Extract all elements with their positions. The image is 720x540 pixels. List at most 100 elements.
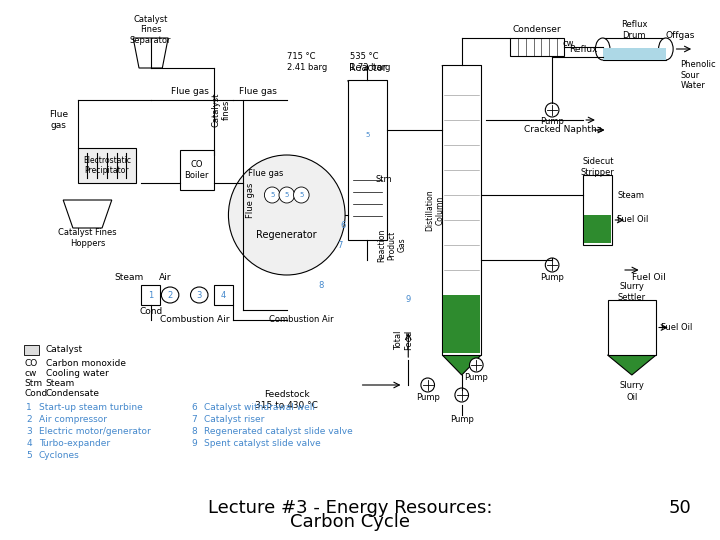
Text: cw: cw xyxy=(563,38,575,48)
Text: Spent catalyst slide valve: Spent catalyst slide valve xyxy=(204,438,321,448)
Text: Reaction
Product
Gas: Reaction Product Gas xyxy=(377,228,407,262)
Text: 3: 3 xyxy=(27,427,32,435)
Text: Catalyst
fines: Catalyst fines xyxy=(212,93,231,127)
Text: 1: 1 xyxy=(148,291,153,300)
Text: Cooling water: Cooling water xyxy=(45,368,109,377)
Text: Catalyst riser: Catalyst riser xyxy=(204,415,264,423)
Text: Air: Air xyxy=(159,273,171,282)
Text: 5: 5 xyxy=(270,192,274,198)
Text: cw: cw xyxy=(24,368,37,377)
Bar xyxy=(442,65,481,355)
Text: Catalyst: Catalyst xyxy=(45,346,83,354)
Circle shape xyxy=(228,155,345,275)
Bar xyxy=(603,48,666,60)
Text: 535 °C
1.72 barg: 535 °C 1.72 barg xyxy=(350,52,390,72)
Text: 7: 7 xyxy=(192,415,197,423)
Circle shape xyxy=(455,388,469,402)
Text: Feedstock
315 to 430 °C: Feedstock 315 to 430 °C xyxy=(256,390,318,410)
Text: Condensate: Condensate xyxy=(45,388,99,397)
Text: Pump: Pump xyxy=(540,273,564,281)
Text: Air compressor: Air compressor xyxy=(39,415,107,423)
Text: 715 °C
2.41 barg: 715 °C 2.41 barg xyxy=(287,52,327,72)
Bar xyxy=(608,300,656,355)
Text: 8: 8 xyxy=(192,427,197,435)
Bar xyxy=(180,150,214,190)
Text: Pump: Pump xyxy=(450,415,474,424)
Bar xyxy=(583,175,613,245)
Text: 9: 9 xyxy=(405,295,411,305)
Text: Slurry
Settler: Slurry Settler xyxy=(618,282,646,302)
Text: Start-up steam turbine: Start-up steam turbine xyxy=(39,402,143,411)
Circle shape xyxy=(421,378,434,392)
Text: 7: 7 xyxy=(338,240,343,249)
Bar xyxy=(584,215,611,243)
Text: Steam: Steam xyxy=(617,191,644,199)
Bar xyxy=(141,285,161,305)
Text: Steam: Steam xyxy=(45,379,75,388)
Text: Reactor: Reactor xyxy=(348,63,386,73)
Text: Flue gas: Flue gas xyxy=(171,87,209,97)
Ellipse shape xyxy=(659,38,673,60)
Text: Flue gas: Flue gas xyxy=(238,87,276,97)
Text: Fuel Oil: Fuel Oil xyxy=(661,323,693,332)
Ellipse shape xyxy=(161,287,179,303)
Ellipse shape xyxy=(191,287,208,303)
Bar xyxy=(24,345,39,355)
Text: CO
Boiler: CO Boiler xyxy=(184,160,209,180)
Text: Fuel Oil: Fuel Oil xyxy=(617,215,649,225)
Bar xyxy=(214,285,233,305)
Bar xyxy=(348,80,387,240)
Text: Total
Feed: Total Feed xyxy=(394,330,413,350)
Text: 6: 6 xyxy=(192,402,197,411)
Text: Electrostatic
Precipitator: Electrostatic Precipitator xyxy=(83,156,131,175)
Text: 4: 4 xyxy=(221,291,226,300)
Text: Reflux
Drum: Reflux Drum xyxy=(621,21,647,40)
Text: 2: 2 xyxy=(27,415,32,423)
Text: 9: 9 xyxy=(192,438,197,448)
Polygon shape xyxy=(442,355,481,375)
Text: Carbon monoxide: Carbon monoxide xyxy=(45,359,126,368)
Text: 3: 3 xyxy=(197,291,202,300)
Text: Regenerator: Regenerator xyxy=(256,230,317,240)
Circle shape xyxy=(545,258,559,272)
Bar xyxy=(444,295,480,353)
Text: Carbon Cycle: Carbon Cycle xyxy=(290,513,410,531)
Text: Sidecut
Stripper: Sidecut Stripper xyxy=(581,157,615,177)
Text: Catalyst withdrawal well: Catalyst withdrawal well xyxy=(204,402,315,411)
Text: 5: 5 xyxy=(299,192,304,198)
Text: Lecture #3 - Energy Resources:: Lecture #3 - Energy Resources: xyxy=(207,499,492,517)
Bar xyxy=(78,148,136,183)
Text: Stm: Stm xyxy=(24,379,42,388)
Text: 8: 8 xyxy=(318,280,323,289)
Text: 50: 50 xyxy=(669,499,692,517)
Polygon shape xyxy=(608,355,656,375)
Text: Reflux: Reflux xyxy=(569,45,598,55)
Text: Fuel Oil: Fuel Oil xyxy=(632,273,665,282)
Text: Distillation
Column: Distillation Column xyxy=(425,189,444,231)
Text: Flue gas: Flue gas xyxy=(246,183,256,218)
Bar xyxy=(510,38,564,56)
Text: Turbo-expander: Turbo-expander xyxy=(39,438,110,448)
Text: Cyclones: Cyclones xyxy=(39,450,80,460)
Text: Phenolic
Sour
Water: Phenolic Sour Water xyxy=(680,60,716,90)
Text: Combustion Air: Combustion Air xyxy=(160,315,229,325)
Text: Pump: Pump xyxy=(415,393,440,402)
Text: CO: CO xyxy=(24,359,37,368)
Text: Catalyst Fines
Hoppers: Catalyst Fines Hoppers xyxy=(58,228,117,248)
Text: 5: 5 xyxy=(27,450,32,460)
Text: Condenser: Condenser xyxy=(513,25,562,35)
Circle shape xyxy=(545,103,559,117)
Circle shape xyxy=(294,187,309,203)
Text: 1: 1 xyxy=(27,402,32,411)
Circle shape xyxy=(358,125,377,145)
Text: Flue
gas: Flue gas xyxy=(49,110,68,130)
Circle shape xyxy=(469,358,483,372)
Circle shape xyxy=(264,187,280,203)
Text: 2: 2 xyxy=(168,291,173,300)
Text: Pump: Pump xyxy=(540,118,564,126)
Text: Flue gas: Flue gas xyxy=(248,168,283,178)
Text: Steam: Steam xyxy=(114,273,144,282)
Text: 6: 6 xyxy=(341,220,346,230)
Text: Catalyst
Fines
Separator: Catalyst Fines Separator xyxy=(130,15,171,45)
Text: 5: 5 xyxy=(365,132,369,138)
